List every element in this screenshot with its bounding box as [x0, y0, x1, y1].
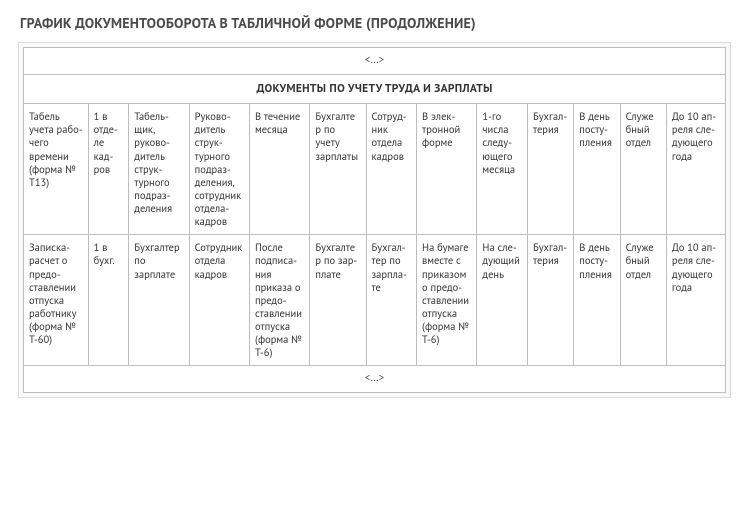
cell: В тече­ние месяца: [250, 104, 310, 235]
bottom-fade: [0, 493, 749, 529]
cell: Сотруд­ник отдела кадров: [189, 235, 249, 366]
cell: Табель учета рабо­чего време­ни (фор­ма …: [24, 104, 89, 235]
cell: Бухгал­терия: [527, 235, 573, 366]
documents-table: <…> ДОКУМЕНТЫ ПО УЧЕТУ ТРУДА И ЗАРПЛАТЫ …: [23, 47, 726, 393]
cell: Руково­дитель струк­турного подраз­делен…: [189, 104, 249, 235]
ellipsis-cell: <…>: [24, 48, 726, 75]
page-title: ГРАФИК ДОКУМЕНТООБОРОТА В ТАБЛИЧНОЙ ФОРМ…: [20, 14, 731, 32]
cell: Служеб­ный отдел: [620, 235, 666, 366]
cell: 1 в отде­ле кад­ров: [88, 104, 129, 235]
ellipsis-row-bottom: <…>: [24, 366, 726, 393]
cell: В элек­тронной форме: [417, 104, 477, 235]
cell: Табель­щик, руково­дитель струк­турного …: [129, 104, 189, 235]
cell: Записка-расчет о предо­ставлении отпуска…: [24, 235, 89, 366]
cell: Бухгал­тер по зарпла­те: [366, 235, 417, 366]
document-page: ГРАФИК ДОКУМЕНТООБОРОТА В ТАБЛИЧНОЙ ФОРМ…: [0, 0, 749, 529]
table-row: Табель учета рабо­чего време­ни (фор­ма …: [24, 104, 726, 235]
section-header-row: ДОКУМЕНТЫ ПО УЧЕТУ ТРУДА И ЗАРПЛАТЫ: [24, 74, 726, 103]
table-container: <…> ДОКУМЕНТЫ ПО УЧЕТУ ТРУДА И ЗАРПЛАТЫ …: [18, 42, 731, 398]
cell: Бухгалтер по зар­плате: [310, 235, 366, 366]
ellipsis-cell: <…>: [24, 366, 726, 393]
cell: Бухгалтер по учету зарплаты: [310, 104, 366, 235]
table-row: Записка-расчет о предо­ставлении отпуска…: [24, 235, 726, 366]
cell: 1 в бухг.: [88, 235, 129, 366]
cell: На бумаге вместе с при­казом о предо­ста…: [417, 235, 477, 366]
cell: 1-го числа следу­ющего месяца: [477, 104, 528, 235]
cell: До 10 ап­реля сле­дующего года: [666, 104, 725, 235]
section-header-cell: ДОКУМЕНТЫ ПО УЧЕТУ ТРУДА И ЗАРПЛАТЫ: [24, 74, 726, 103]
ellipsis-row-top: <…>: [24, 48, 726, 75]
cell: Бухгал­тер по зарплате: [129, 235, 189, 366]
cell: Служеб­ный отдел: [620, 104, 666, 235]
cell: Бухгал­терия: [527, 104, 573, 235]
cell: В день посту­пления: [574, 104, 620, 235]
cell: В день посту­пления: [574, 235, 620, 366]
cell: После подписа­ния приказа о предо­ставле…: [250, 235, 310, 366]
cell: Сотруд­ник отдела кадров: [366, 104, 417, 235]
cell: На сле­дующий день: [477, 235, 528, 366]
cell: До 10 ап­реля сле­дующего года: [666, 235, 725, 366]
